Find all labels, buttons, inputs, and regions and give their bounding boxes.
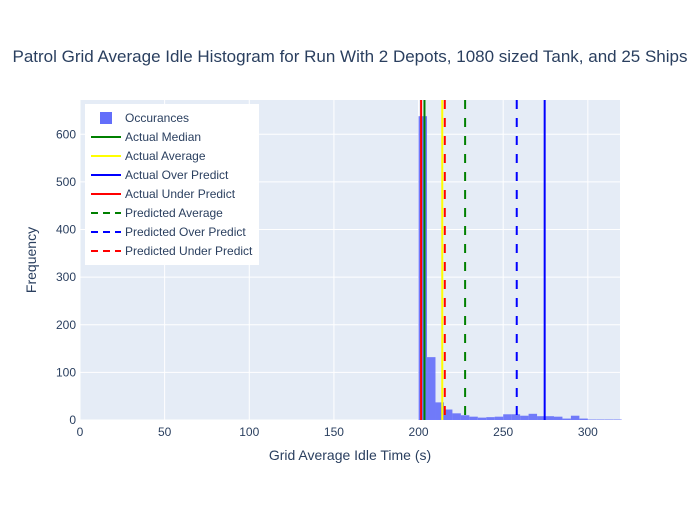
legend-label: Actual Under Predict	[125, 187, 236, 201]
x-axis-ticks: 0 50 100 150 200 250 300	[77, 425, 599, 439]
histogram-bar	[495, 417, 503, 420]
y-tick-label: 400	[56, 223, 76, 237]
x-tick-label: 0	[77, 425, 84, 439]
y-tick-label: 600	[56, 127, 76, 141]
histogram-bar	[554, 417, 562, 420]
histogram-bar	[427, 357, 435, 420]
legend-label: Actual Over Predict	[125, 168, 229, 182]
y-tick-label: 500	[56, 175, 76, 189]
histogram-bar	[562, 419, 570, 420]
y-tick-label: 200	[56, 318, 76, 332]
histogram-bar	[529, 414, 537, 420]
histogram-bar	[461, 415, 469, 420]
legend-label: Actual Median	[125, 130, 201, 144]
histogram-bar	[520, 416, 528, 420]
histogram-bar	[469, 417, 477, 420]
x-tick-label: 250	[493, 425, 513, 439]
legend-box	[85, 104, 259, 265]
x-tick-label: 150	[324, 425, 344, 439]
y-axis-label: Frequency	[23, 227, 39, 293]
legend-marker	[100, 112, 112, 124]
histogram-bar	[571, 416, 579, 420]
y-tick-label: 300	[56, 270, 76, 284]
x-tick-label: 100	[239, 425, 259, 439]
x-tick-label: 300	[578, 425, 598, 439]
histogram-bar	[503, 414, 511, 420]
histogram-bar	[546, 416, 554, 420]
legend-label: Actual Average	[125, 149, 206, 163]
legend-label: Predicted Over Predict	[125, 225, 246, 239]
x-axis-label: Grid Average Idle Time (s)	[269, 447, 431, 463]
histogram-bar	[478, 418, 486, 420]
x-tick-label: 200	[409, 425, 429, 439]
histogram-bar	[419, 116, 427, 420]
x-tick-label: 50	[158, 425, 172, 439]
y-tick-label: 100	[56, 365, 76, 379]
chart-title: Patrol Grid Average Idle Histogram for R…	[12, 47, 687, 66]
histogram-bar	[486, 417, 494, 420]
legend: Occurances Actual Median Actual Average Act…	[85, 104, 259, 265]
legend-label: Occurances	[125, 111, 189, 125]
y-axis-ticks: 0 100 200 300 400 500 600	[56, 127, 76, 427]
legend-label: Predicted Under Predict	[125, 244, 253, 258]
histogram-bar	[579, 419, 587, 420]
y-tick-label: 0	[69, 413, 76, 427]
histogram-bar	[512, 414, 520, 420]
histogram-bar	[452, 413, 460, 420]
legend-label: Predicted Average	[125, 206, 223, 220]
